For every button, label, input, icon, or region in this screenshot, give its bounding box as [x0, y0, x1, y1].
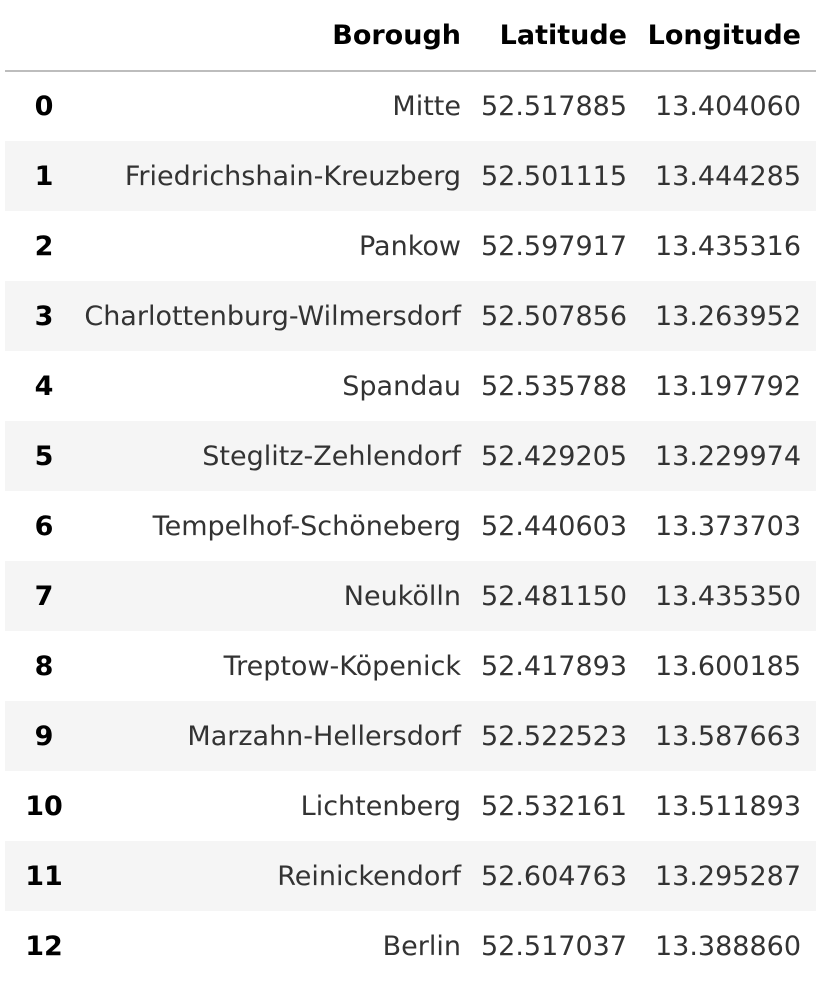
longitude-cell: 13.197792	[654, 370, 801, 402]
longitude-cell: 13.435350	[654, 580, 801, 612]
latitude-cell: 52.429205	[480, 440, 627, 472]
borough-cell: Treptow-Köpenick	[223, 650, 461, 682]
row-index: 11	[25, 860, 63, 892]
longitude-cell: 13.295287	[654, 860, 801, 892]
row-index: 7	[34, 580, 54, 612]
row-index: 0	[34, 91, 54, 122]
longitude-cell: 13.511893	[654, 790, 801, 822]
longitude-cell: 13.587663	[654, 720, 801, 752]
row-index: 2	[34, 230, 54, 262]
borough-cell: Reinickendorf	[277, 860, 461, 892]
latitude-cell: 52.604763	[480, 860, 627, 892]
row-index: 4	[34, 370, 54, 402]
table-row: 2 Pankow 52.597917 13.435316	[5, 211, 816, 281]
row-index: 6	[34, 510, 54, 542]
column-header-borough: Borough	[83, 0, 476, 72]
table-header: Borough Latitude Longitude	[5, 0, 816, 72]
borough-cell: Marzahn-Hellersdorf	[187, 720, 461, 752]
latitude-cell: 52.597917	[480, 230, 627, 262]
borough-cell: Steglitz-Zehlendorf	[202, 440, 461, 472]
longitude-cell: 13.600185	[654, 650, 801, 682]
latitude-cell: 52.522523	[480, 720, 627, 752]
table-row: 9 Marzahn-Hellersdorf 52.522523 13.58766…	[5, 701, 816, 771]
dataframe-table: Borough Latitude Longitude 0 Mitte 52.51…	[5, 0, 816, 981]
borough-cell: Friedrichshain-Kreuzberg	[124, 160, 461, 192]
longitude-cell: 13.229974	[654, 440, 801, 472]
borough-cell: Spandau	[342, 370, 461, 402]
table-row: 5 Steglitz-Zehlendorf 52.429205 13.22997…	[5, 421, 816, 491]
row-index: 10	[25, 790, 63, 822]
row-index: 8	[34, 650, 54, 682]
longitude-cell: 13.263952	[654, 300, 801, 332]
column-header-longitude: Longitude	[642, 0, 816, 72]
borough-cell: Neukölln	[343, 580, 461, 612]
longitude-cell: 13.444285	[654, 160, 801, 192]
borough-cell: Tempelhof-Schöneberg	[152, 510, 461, 542]
latitude-cell: 52.417893	[480, 650, 627, 682]
dataframe-output: Borough Latitude Longitude 0 Mitte 52.51…	[5, 0, 816, 981]
table-row: 11 Reinickendorf 52.604763 13.295287	[5, 841, 816, 911]
column-header-latitude: Latitude	[476, 0, 642, 72]
latitude-cell: 52.535788	[480, 370, 627, 402]
latitude-cell: 52.517037	[480, 930, 627, 962]
row-index: 9	[34, 720, 54, 752]
column-header-index	[5, 0, 83, 72]
table-row: 3 Charlottenburg-Wilmersdorf 52.507856 1…	[5, 281, 816, 351]
longitude-cell: 13.404060	[654, 91, 801, 122]
longitude-cell: 13.435316	[654, 230, 801, 262]
borough-cell: Charlottenburg-Wilmersdorf	[84, 300, 461, 332]
latitude-cell: 52.517885	[480, 91, 627, 122]
table-row: 7 Neukölln 52.481150 13.435350	[5, 561, 816, 631]
latitude-cell: 52.507856	[480, 300, 627, 332]
table-row: 1 Friedrichshain-Kreuzberg 52.501115 13.…	[5, 141, 816, 211]
table-row: 12 Berlin 52.517037 13.388860	[5, 911, 816, 981]
borough-cell: Pankow	[358, 230, 461, 262]
longitude-cell: 13.373703	[654, 510, 801, 542]
row-index: 1	[34, 160, 54, 192]
table-row: 6 Tempelhof-Schöneberg 52.440603 13.3737…	[5, 491, 816, 561]
longitude-cell: 13.388860	[654, 930, 801, 962]
header-row: Borough Latitude Longitude	[5, 0, 816, 72]
borough-cell: Lichtenberg	[300, 790, 461, 822]
borough-cell: Mitte	[392, 91, 461, 122]
row-index: 5	[34, 440, 54, 472]
latitude-cell: 52.481150	[480, 580, 627, 612]
row-index: 3	[34, 300, 54, 332]
table-row: 0 Mitte 52.517885 13.404060	[5, 71, 816, 141]
table-row: 8 Treptow-Köpenick 52.417893 13.600185	[5, 631, 816, 701]
table-row: 4 Spandau 52.535788 13.197792	[5, 351, 816, 421]
latitude-cell: 52.532161	[480, 790, 627, 822]
table-row: 10 Lichtenberg 52.532161 13.511893	[5, 771, 816, 841]
borough-cell: Berlin	[382, 930, 461, 962]
row-index: 12	[25, 930, 63, 962]
latitude-cell: 52.501115	[480, 160, 627, 192]
latitude-cell: 52.440603	[480, 510, 627, 542]
table-body: 0 Mitte 52.517885 13.404060 1 Friedrichs…	[5, 71, 816, 981]
